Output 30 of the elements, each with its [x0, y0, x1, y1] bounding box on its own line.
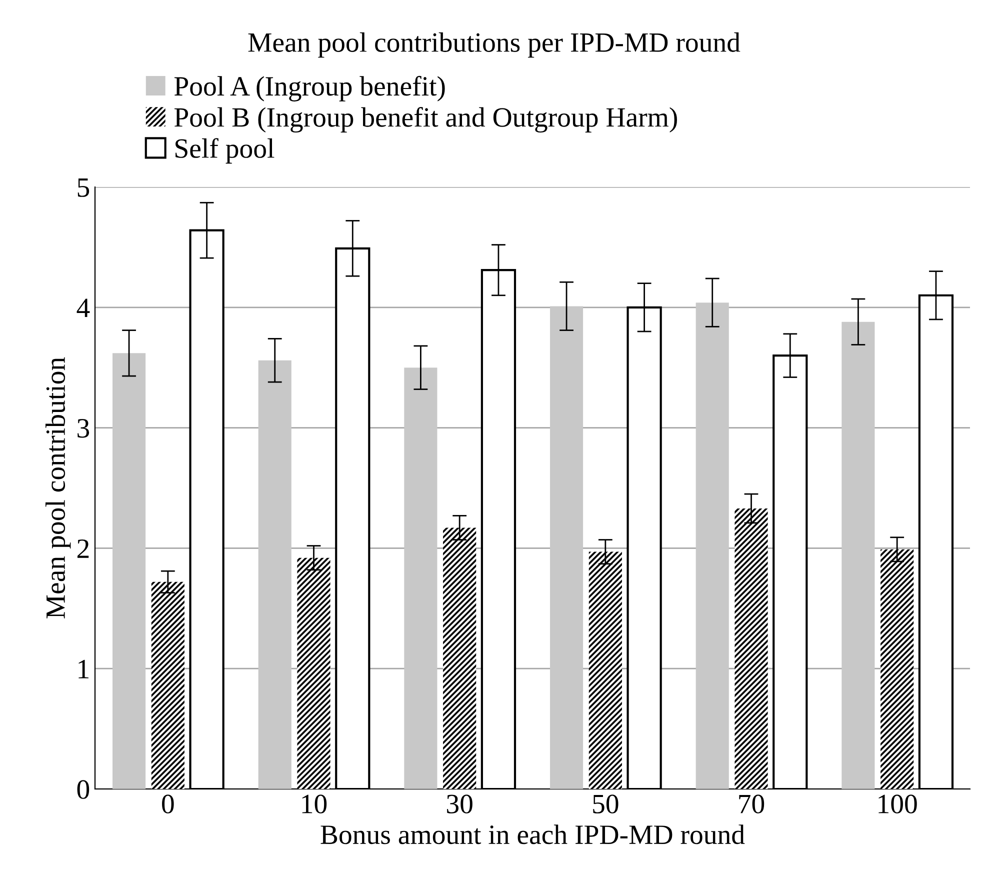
y-tick-label: 3: [78, 419, 90, 438]
x-tick-label: 100: [878, 794, 917, 814]
bar: [404, 368, 438, 789]
bar: [696, 302, 729, 789]
legend-label: Pool B (Ingroup benefit and Outgroup Harm): [174, 106, 677, 133]
bar: [297, 558, 330, 789]
bar: [734, 508, 768, 789]
bar: [588, 552, 622, 789]
x-tick-label: 30: [447, 794, 472, 814]
x-tick-label: 70: [739, 794, 764, 814]
bar: [550, 306, 584, 789]
y-tick-label: 2: [77, 539, 89, 558]
y-axis-title: Mean pool contribution: [46, 357, 71, 618]
bar: [842, 322, 875, 789]
legend-label: Self pool: [176, 138, 274, 164]
bar: [151, 582, 184, 789]
chart-title: Mean pool contributions per IPD-MD round: [248, 32, 740, 58]
y-tick-label: 4: [76, 298, 90, 318]
x-tick-label: 50: [593, 794, 618, 814]
y-tick-label: 5: [78, 178, 90, 197]
bar: [880, 549, 914, 789]
x-tick-label: 10: [302, 794, 327, 814]
bar: [112, 353, 146, 789]
y-tick-label: 0: [77, 780, 90, 799]
bar: [258, 360, 292, 789]
legend-label: Pool A (Ingroup benefit): [174, 76, 445, 102]
x-tick-label: 0: [162, 794, 174, 814]
x-axis-title: Bonus amount in each IPD-MD round: [320, 824, 745, 844]
bar: [443, 528, 476, 789]
y-tick-label: 1: [78, 660, 88, 678]
